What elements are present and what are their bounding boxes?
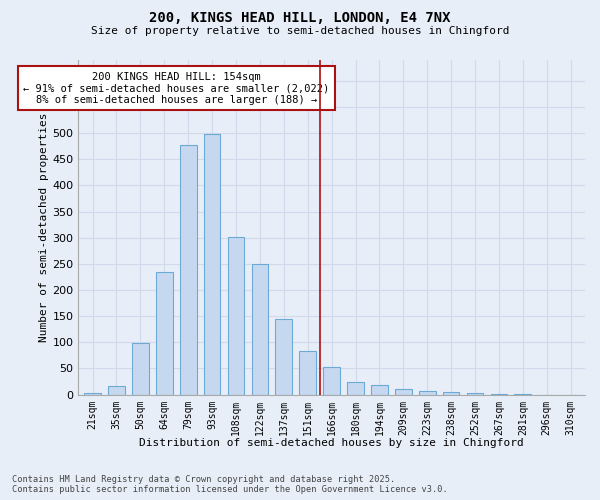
- Bar: [443, 392, 460, 394]
- Bar: [347, 382, 364, 394]
- Text: 200 KINGS HEAD HILL: 154sqm
← 91% of semi-detached houses are smaller (2,022)
8%: 200 KINGS HEAD HILL: 154sqm ← 91% of sem…: [23, 72, 329, 104]
- Bar: [467, 393, 484, 394]
- Bar: [275, 319, 292, 394]
- Bar: [299, 351, 316, 395]
- Bar: [419, 391, 436, 394]
- Bar: [180, 144, 197, 394]
- X-axis label: Distribution of semi-detached houses by size in Chingford: Distribution of semi-detached houses by …: [139, 438, 524, 448]
- Bar: [108, 386, 125, 394]
- Bar: [251, 264, 268, 394]
- Bar: [227, 236, 244, 394]
- Y-axis label: Number of semi-detached properties: Number of semi-detached properties: [40, 112, 49, 342]
- Bar: [371, 385, 388, 394]
- Bar: [84, 393, 101, 394]
- Bar: [395, 390, 412, 394]
- Text: Contains HM Land Registry data © Crown copyright and database right 2025.
Contai: Contains HM Land Registry data © Crown c…: [12, 474, 448, 494]
- Bar: [204, 134, 220, 394]
- Bar: [156, 272, 173, 394]
- Bar: [132, 344, 149, 394]
- Text: 200, KINGS HEAD HILL, LONDON, E4 7NX: 200, KINGS HEAD HILL, LONDON, E4 7NX: [149, 11, 451, 25]
- Bar: [323, 368, 340, 394]
- Text: Size of property relative to semi-detached houses in Chingford: Size of property relative to semi-detach…: [91, 26, 509, 36]
